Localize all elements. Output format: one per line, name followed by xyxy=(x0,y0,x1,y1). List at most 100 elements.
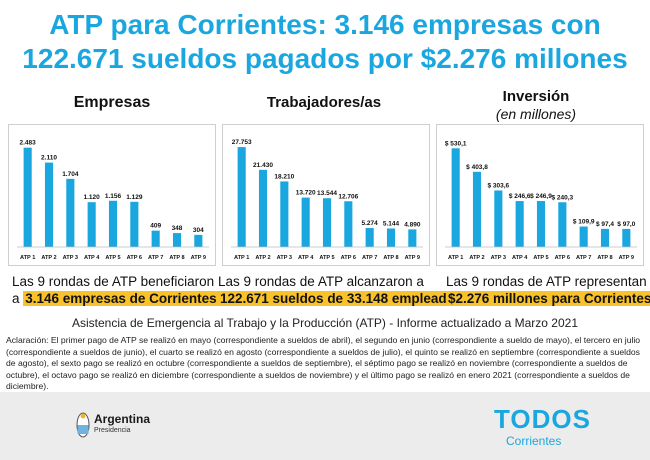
bar-8 xyxy=(600,228,610,247)
data-label-3: 18.210 xyxy=(274,173,294,180)
data-label-1: 27.753 xyxy=(232,139,252,146)
data-label-2: 2.110 xyxy=(41,155,57,162)
tick-label-2: ATP 2 xyxy=(469,255,484,261)
data-label-9: $ 97,0 xyxy=(617,221,635,228)
tick-label-3: ATP 3 xyxy=(491,255,506,261)
data-label-5: 13.544 xyxy=(317,190,337,197)
caption-inversion: Las 9 rondas de ATP representan $2.276 m… xyxy=(446,274,650,306)
source-line: Asistencia de Emergencia al Trabajo y la… xyxy=(71,316,579,330)
caption-trabajadores-line1: Las 9 rondas de ATP alcanzaron a xyxy=(218,274,424,289)
tick-label-7: ATP 7 xyxy=(362,255,377,261)
todos-logo: TODOS xyxy=(494,404,591,434)
bar-2 xyxy=(472,171,482,247)
bar-6 xyxy=(558,202,567,247)
bar-7 xyxy=(579,226,588,247)
data-label-6: 1.129 xyxy=(126,194,143,201)
data-label-8: 348 xyxy=(172,225,183,232)
data-label-3: $ 303,6 xyxy=(487,182,509,189)
bar-4 xyxy=(515,201,524,247)
caption-empresas: Las 9 rondas de ATP beneficiaron a 3.146… xyxy=(12,274,219,306)
bar-6 xyxy=(344,201,353,247)
bar-1 xyxy=(237,147,246,247)
data-label-3: 1.704 xyxy=(62,171,79,178)
data-label-1: 2.483 xyxy=(20,140,37,147)
tick-label-1: ATP 1 xyxy=(20,255,35,261)
data-label-7: 409 xyxy=(150,223,161,230)
tick-label-8: ATP 8 xyxy=(169,255,184,261)
footer: Argentina Presidencia TODOS Corrientes xyxy=(0,392,650,460)
bar-5 xyxy=(322,198,332,247)
data-label-5: 1.156 xyxy=(105,193,122,200)
bar-3 xyxy=(280,181,289,247)
bar-9 xyxy=(408,229,417,247)
caption-empresas-pre: a xyxy=(12,291,24,306)
tick-label-8: ATP 8 xyxy=(597,255,612,261)
tick-label-6: ATP 6 xyxy=(341,255,356,261)
tick-label-8: ATP 8 xyxy=(383,255,398,261)
chart-inversion: $ 530,1 ATP 1 $ 403,8 ATP 2 $ 303,6 ATP 3 $ 24… xyxy=(436,124,644,266)
tick-label-9: ATP 9 xyxy=(619,255,634,261)
chart-inversion-svg: $ 530,1 ATP 1 $ 403,8 ATP 2 $ 303,6 ATP 3 $ 24… xyxy=(445,140,637,261)
caption-inversion-highlight: $2.276 millones para Corrientes xyxy=(446,291,650,306)
bar-9 xyxy=(622,228,631,247)
bar-7 xyxy=(151,230,160,247)
bar-3 xyxy=(66,178,75,247)
data-label-4: $ 246,6 xyxy=(509,193,531,200)
bar-8 xyxy=(386,228,396,247)
data-label-1: $ 530,1 xyxy=(445,140,467,147)
tick-label-5: ATP 5 xyxy=(319,255,334,261)
data-label-8: $ 97,4 xyxy=(596,221,614,228)
tick-label-1: ATP 1 xyxy=(234,255,249,261)
data-label-7: 5.274 xyxy=(362,220,379,227)
chart-empresas: 2.483 ATP 1 2.110 ATP 2 1.704 ATP 3 1.120 ATP 4… xyxy=(8,124,216,266)
tick-label-3: ATP 3 xyxy=(277,255,292,261)
tick-label-4: ATP 4 xyxy=(84,255,100,261)
bar-5 xyxy=(108,200,118,247)
argentina-label: Argentina xyxy=(94,412,151,426)
bar-5 xyxy=(536,201,546,247)
bar-1 xyxy=(451,148,460,247)
tick-label-7: ATP 7 xyxy=(576,255,591,261)
heading-empresas: Empresas xyxy=(73,94,151,111)
tick-label-5: ATP 5 xyxy=(533,255,548,261)
argentina-shield-icon xyxy=(76,412,90,438)
tick-label-2: ATP 2 xyxy=(255,255,270,261)
heading-inversion: Inversión xyxy=(502,88,570,105)
data-label-2: 21.430 xyxy=(253,162,273,169)
caption-empresas-highlight: 3.146 empresas de Corrientes xyxy=(23,291,219,306)
data-label-5: $ 246,9 xyxy=(530,193,552,200)
tick-label-4: ATP 4 xyxy=(512,255,528,261)
tick-label-9: ATP 9 xyxy=(191,255,206,261)
bar-1 xyxy=(23,147,32,247)
data-label-9: 304 xyxy=(193,227,204,234)
bar-2 xyxy=(258,169,268,247)
bar-8 xyxy=(172,233,182,247)
presidencia-label: Presidencia xyxy=(94,427,131,434)
data-label-6: $ 240,3 xyxy=(551,194,573,201)
tick-label-5: ATP 5 xyxy=(105,255,120,261)
chart-trabajadores-svg: 27.753 ATP 1 21.430 ATP 2 18.210 ATP 3 13.720 A… xyxy=(231,139,423,261)
bar-3 xyxy=(494,190,503,247)
tick-label-6: ATP 6 xyxy=(127,255,142,261)
data-label-2: $ 403,8 xyxy=(466,164,488,171)
tick-label-7: ATP 7 xyxy=(148,255,163,261)
tick-label-9: ATP 9 xyxy=(405,255,420,261)
title-line-2: 122.671 sueldos pagados por $2.276 millo… xyxy=(22,43,628,74)
title-line-1: ATP para Corrientes: 3.146 empresas con xyxy=(49,9,601,40)
data-label-7: $ 109,9 xyxy=(573,219,595,226)
corrientes-logo-label: Corrientes xyxy=(506,434,562,448)
caption-inversion-line1: Las 9 rondas de ATP representan xyxy=(446,274,647,289)
tick-label-1: ATP 1 xyxy=(448,255,463,261)
data-label-9: 4.890 xyxy=(404,221,421,228)
tick-label-4: ATP 4 xyxy=(298,255,314,261)
tick-label-3: ATP 3 xyxy=(63,255,78,261)
page-title: ATP para Corrientes: 3.146 empresas con … xyxy=(0,8,650,76)
bar-4 xyxy=(301,197,310,247)
subheading-inversion: (en millones) xyxy=(495,106,577,122)
clarification-note: Aclaración: El primer pago de ATP se rea… xyxy=(6,335,641,392)
bar-7 xyxy=(365,228,374,247)
data-label-6: 12.706 xyxy=(338,193,358,200)
chart-empresas-svg: 2.483 ATP 1 2.110 ATP 2 1.704 ATP 3 1.120 ATP 4… xyxy=(17,140,209,261)
caption-trabajadores-highlight: 122.671 sueldos de 33.148 empleados xyxy=(218,291,465,306)
bar-4 xyxy=(87,202,96,247)
